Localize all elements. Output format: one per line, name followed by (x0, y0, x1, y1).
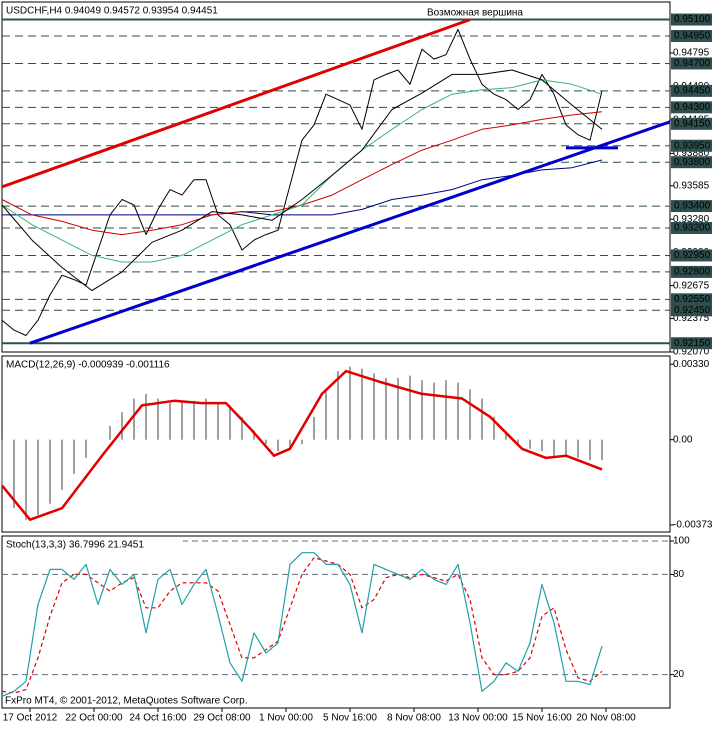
y-tick-label: 20 (673, 669, 685, 680)
trend-line (1, 18, 471, 189)
pane-title: USDCHF,H4 0.94049 0.94572 0.93954 0.9445… (6, 6, 218, 17)
level-label: 0.94150 (674, 118, 711, 129)
y-tick-label: 0.00330 (673, 359, 710, 370)
level-label: 0.94300 (674, 102, 711, 113)
y-tick-label: 0.94795 (673, 48, 710, 59)
level-label: 0.93400 (674, 201, 711, 212)
title-bg (3, 538, 183, 551)
y-tick-label: 0.93880 (673, 148, 710, 159)
trend-line (29, 120, 671, 345)
series-line (1, 552, 603, 697)
series-line (1, 557, 603, 694)
level-label: 0.92950 (674, 250, 711, 261)
level-label: 0.92800 (674, 267, 711, 278)
y-tick-label: 0.92070 (673, 347, 710, 358)
title-bg (3, 4, 258, 17)
x-tick-label: 15 Nov 16:00 (512, 713, 572, 724)
level-label-box (671, 293, 712, 306)
level-label: 0.92150 (674, 338, 711, 349)
level-label-box (671, 200, 712, 213)
level-label-box (671, 139, 712, 152)
footer: FxPro MT4, © 2001-2012, MetaQuotes Softw… (5, 696, 247, 707)
series-line (1, 69, 603, 292)
x-tick-label: 13 Nov 00:00 (448, 713, 508, 724)
series-line (1, 79, 603, 263)
x-tick-label: 20 Nov 08:00 (576, 713, 636, 724)
level-label-box (671, 265, 712, 278)
y-tick-label: 100 (673, 536, 690, 547)
level-label-box (671, 117, 712, 130)
series-line (1, 369, 603, 521)
x-tick-label: 1 Nov 00:00 (259, 713, 313, 724)
x-tick-label: 8 Nov 08:00 (387, 713, 441, 724)
y-tick-label: 0.93585 (673, 180, 710, 191)
title-bg (3, 358, 208, 371)
level-label: 0.94450 (674, 86, 711, 97)
level-label-box (671, 84, 712, 97)
series-line (1, 28, 603, 336)
level-label-box (671, 156, 712, 169)
pane-frame (1, 1, 671, 353)
level-label-box (671, 249, 712, 262)
level-label-box (671, 304, 712, 317)
series-line (2, 159, 603, 216)
level-label-box (671, 337, 712, 350)
level-label: 0.93950 (674, 140, 711, 151)
level-label: 0.95100 (674, 14, 711, 25)
level-label-box (671, 30, 712, 43)
x-tick-label: 17 Oct 2012 (3, 713, 58, 724)
x-tick-label: 24 Oct 16:00 (129, 713, 187, 724)
pane-frame (1, 535, 671, 709)
level-label-box (671, 101, 712, 114)
level-label: 0.93200 (674, 223, 711, 234)
level-label: 0.92450 (674, 305, 711, 316)
y-tick-label: 0.93280 (673, 214, 710, 225)
x-tick-label: 22 Oct 00:00 (65, 713, 123, 724)
y-tick-label: 80 (673, 569, 685, 580)
x-tick-label: 5 Nov 16:00 (323, 713, 377, 724)
level-label-box (671, 13, 712, 26)
annotation: Возможная вершина (427, 8, 523, 19)
level-label: 0.94950 (674, 31, 711, 42)
y-tick-label: -0.00373 (673, 520, 712, 531)
level-label: 0.93800 (674, 157, 711, 168)
x-tick-label: 29 Oct 08:00 (193, 713, 251, 724)
level-label-box (671, 57, 712, 70)
pane-title: Stoch(13,3,3) 36.7996 21.9451 (6, 540, 144, 551)
level-label-box (671, 222, 712, 235)
pane-title: MACD(12,26,9) -0.000939 -0.001116 (6, 360, 170, 371)
y-tick-label: 0.00 (673, 434, 693, 445)
y-tick-label: 0.92375 (673, 313, 710, 324)
y-tick-label: 0.92675 (673, 280, 710, 291)
level-label: 0.94700 (674, 58, 711, 69)
level-label: 0.92550 (674, 294, 711, 305)
